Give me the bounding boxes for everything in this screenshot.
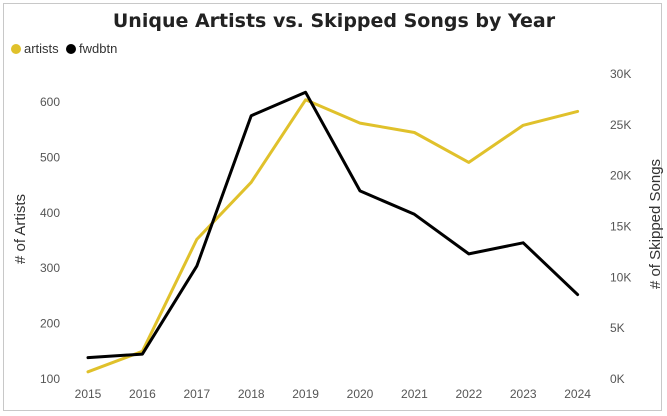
- x-tick-label: 2018: [238, 387, 265, 401]
- legend-fwdbtn-marker: [66, 44, 76, 54]
- x-tick-label: 2020: [347, 387, 374, 401]
- x-tick-label: 2015: [75, 387, 102, 401]
- y-right-tick-label: 15K: [610, 220, 631, 234]
- x-tick-label: 2016: [129, 387, 156, 401]
- y-right-tick-label: 25K: [610, 118, 631, 132]
- x-tick-label: 2021: [401, 387, 428, 401]
- x-axis-ticks: 2015 2016 2017 2018 2019 2020 2021 2022 2023 2024: [75, 387, 592, 401]
- y-axis-left-ticks: 100 200 300 400 500 600: [40, 95, 60, 386]
- y-right-tick-label: 10K: [610, 270, 631, 284]
- y-axis-right-title: # of Skipped Songs: [647, 159, 663, 289]
- series-line-artists: [86, 98, 580, 374]
- legend: artists fwdbtn: [11, 41, 117, 56]
- chart-frame: Unique Artists vs. Skipped Songs by Year…: [3, 3, 663, 411]
- legend-artists-label: artists: [24, 41, 59, 56]
- y-right-tick-label: 30K: [610, 67, 631, 81]
- chart-canvas: Unique Artists vs. Skipped Songs by Year…: [11, 10, 663, 401]
- x-tick-label: 2023: [510, 387, 537, 401]
- x-tick-label: 2024: [564, 387, 591, 401]
- series-line-fwdbtn: [86, 90, 580, 360]
- y-left-tick-label: 300: [40, 261, 60, 275]
- y-right-tick-label: 20K: [610, 169, 631, 183]
- y-left-tick-label: 500: [40, 150, 60, 164]
- y-right-tick-label: 5K: [610, 321, 625, 335]
- y-left-tick-label: 600: [40, 95, 60, 109]
- x-tick-label: 2017: [183, 387, 210, 401]
- y-axis-right-ticks: 0K 5K 10K 15K 20K 25K 30K: [610, 67, 631, 386]
- series-layer: [86, 90, 580, 374]
- y-right-tick-label: 0K: [610, 372, 625, 386]
- y-left-tick-label: 100: [40, 372, 60, 386]
- y-left-tick-label: 200: [40, 317, 60, 331]
- y-left-tick-label: 400: [40, 206, 60, 220]
- y-axis-left-title: # of Artists: [12, 194, 29, 264]
- x-tick-label: 2022: [455, 387, 482, 401]
- chart-title: Unique Artists vs. Skipped Songs by Year: [113, 10, 556, 32]
- legend-fwdbtn-label: fwdbtn: [79, 41, 117, 56]
- x-tick-label: 2019: [292, 387, 319, 401]
- legend-artists-marker: [11, 44, 21, 54]
